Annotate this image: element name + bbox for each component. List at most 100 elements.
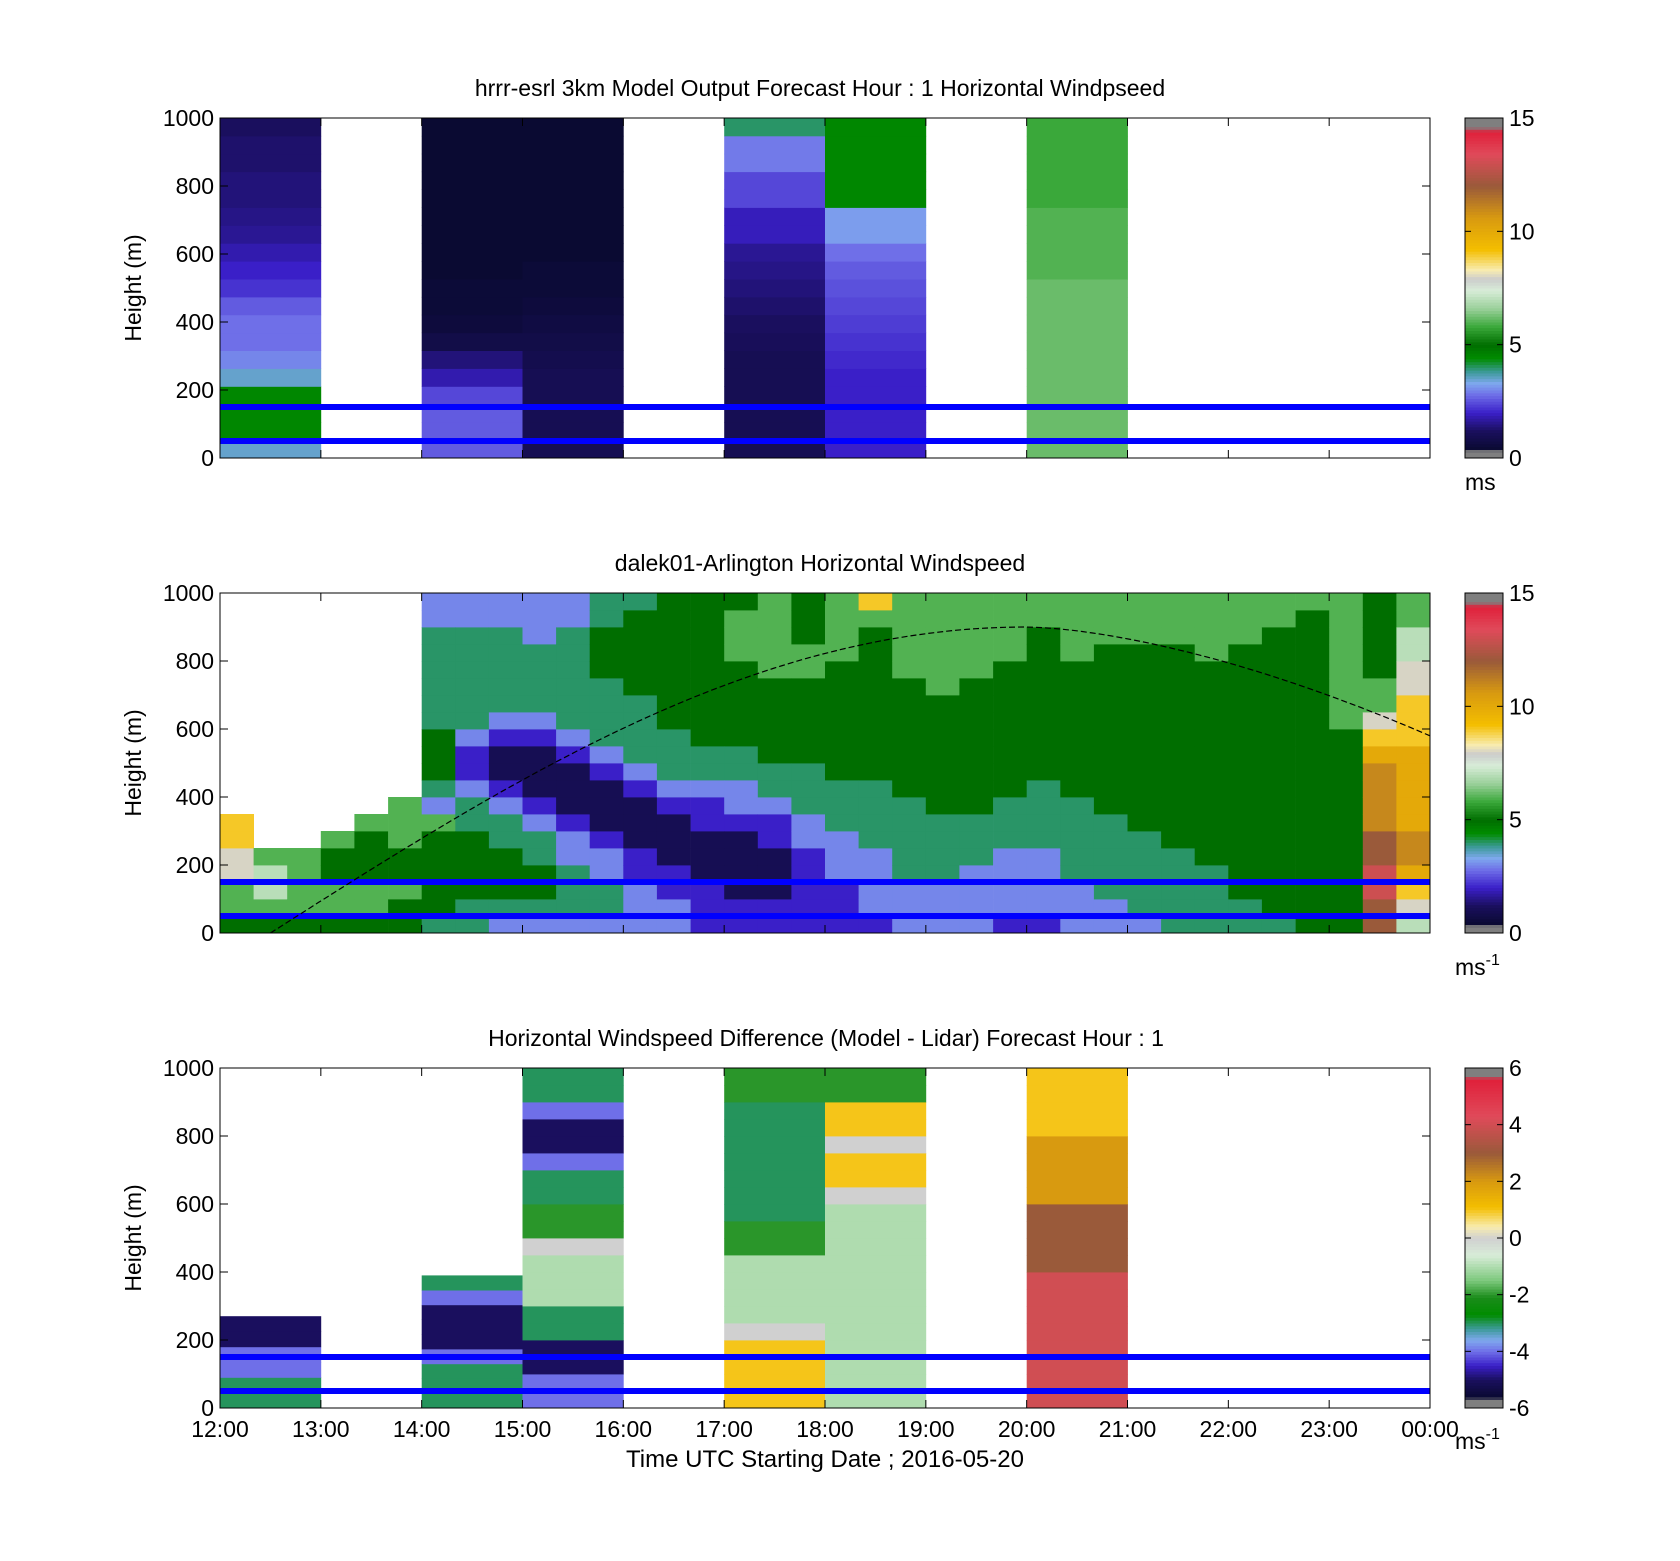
heatmap-cell <box>556 831 591 849</box>
colorbar-segment <box>1465 441 1503 445</box>
heatmap-cell <box>287 865 322 883</box>
colorbar-tick-label: 6 <box>1509 1055 1522 1081</box>
heatmap-cell <box>1295 695 1330 713</box>
colorbar-segment <box>1465 1073 1503 1077</box>
heatmap-cell <box>1127 797 1162 815</box>
heatmap-cell <box>1295 848 1330 866</box>
dashed-curve <box>270 626 1431 934</box>
colorbar-segment <box>1465 120 1503 125</box>
heatmap-cell <box>589 593 624 611</box>
colorbar-segment <box>1465 836 1503 840</box>
heatmap-cell <box>1026 279 1128 298</box>
colorbar-segment <box>1465 1121 1503 1126</box>
colorbar-segment <box>1465 217 1503 221</box>
colorbar-segment <box>1465 409 1503 414</box>
colorbar-segment <box>1465 256 1503 261</box>
heatmap-cell <box>522 1102 624 1120</box>
heatmap-cell <box>1026 171 1128 190</box>
colorbar-segment <box>1465 1235 1503 1239</box>
colorbar-segment <box>1465 1342 1503 1347</box>
colorbar-segment <box>1465 254 1503 258</box>
colorbar-segment <box>1465 1144 1503 1148</box>
heatmap-cell <box>1329 627 1364 645</box>
colorbar-segment <box>1465 415 1503 419</box>
colorbar-segment <box>1465 717 1503 721</box>
heatmap-cell <box>690 627 725 645</box>
colorbar-segment <box>1465 234 1503 238</box>
colorbar-segment <box>1465 245 1503 249</box>
heatmap-cell <box>421 661 456 679</box>
heatmap-cell <box>791 831 826 849</box>
heatmap-cell <box>892 916 927 934</box>
heatmap-cell <box>858 644 893 662</box>
heatmap-cell <box>757 610 792 628</box>
colorbar-segment <box>1465 1405 1503 1409</box>
heatmap-cell <box>1161 678 1196 696</box>
colorbar-segment <box>1465 446 1503 450</box>
heatmap-cell <box>522 627 557 645</box>
heatmap-cell <box>253 916 288 934</box>
colorbar-segment <box>1465 205 1503 210</box>
colorbar-segment <box>1465 1150 1503 1154</box>
heatmap-cell <box>522 661 557 679</box>
heatmap-cell <box>1161 848 1196 866</box>
heatmap-cell <box>522 848 557 866</box>
colorbar-segment <box>1465 1388 1503 1392</box>
colorbar-segment <box>1465 842 1503 846</box>
colorbar-segment <box>1465 1104 1503 1109</box>
heatmap-cell <box>757 661 792 679</box>
heatmap-cell <box>959 593 994 611</box>
heatmap-cell <box>959 814 994 832</box>
heatmap-cell <box>623 746 658 764</box>
heatmap-cell <box>825 661 859 679</box>
heatmap-cell <box>925 712 960 730</box>
heatmap-cell <box>220 386 322 405</box>
heatmap-cell <box>825 422 927 441</box>
heatmap-cell <box>522 1136 624 1154</box>
heatmap-cell <box>1127 780 1162 798</box>
heatmap-cell <box>421 729 456 747</box>
heatmap-cell <box>455 644 490 662</box>
heatmap-cell <box>522 350 624 369</box>
heatmap-cell <box>556 814 591 832</box>
colorbar-segment <box>1465 632 1503 636</box>
heatmap-cell <box>1161 695 1196 713</box>
heatmap-cell <box>556 729 591 747</box>
heatmap-cell <box>724 882 759 900</box>
heatmap-cell <box>1194 831 1229 849</box>
heatmap-cell <box>488 882 523 900</box>
heatmap-cell <box>892 865 927 883</box>
heatmap-cell <box>388 814 423 832</box>
heatmap-cell <box>1396 610 1431 628</box>
heatmap-cell <box>589 712 624 730</box>
colorbar-segment <box>1465 1124 1503 1128</box>
colorbar-segment <box>1465 1127 1503 1131</box>
heatmap-cell <box>1295 644 1330 662</box>
heatmap-cell <box>724 678 759 696</box>
heatmap-cell <box>1228 661 1263 679</box>
heatmap-cell <box>724 135 826 155</box>
heatmap-cell <box>690 593 725 611</box>
heatmap-cell <box>858 780 893 798</box>
heatmap-cell <box>1295 678 1330 696</box>
heatmap-cell <box>556 661 591 679</box>
heatmap-cell <box>892 712 927 730</box>
colorbar-segment <box>1465 706 1503 710</box>
heatmap-cell <box>488 712 523 730</box>
heatmap-cell <box>522 1187 624 1205</box>
heatmap-cell <box>1026 207 1128 226</box>
heatmap-cell <box>1329 865 1364 883</box>
y-tick-label: 600 <box>176 1191 214 1217</box>
colorbar-segment <box>1465 595 1503 600</box>
heatmap-cell <box>925 882 960 900</box>
heatmap-cell <box>1026 814 1061 832</box>
colorbar-segment <box>1465 129 1503 133</box>
colorbar-segment <box>1465 1359 1503 1364</box>
heatmap-cell <box>1362 899 1397 917</box>
heatmap-cell <box>724 225 826 244</box>
x-axis-tick-labels: 12:00 13:00 14:00 15:00 16:00 17:00 18:00 19:00… <box>191 1416 1459 1442</box>
heatmap-cell <box>925 780 960 798</box>
heatmap-cell <box>757 865 792 883</box>
heatmap-cell <box>1362 797 1397 815</box>
colorbar-segment <box>1465 279 1503 283</box>
